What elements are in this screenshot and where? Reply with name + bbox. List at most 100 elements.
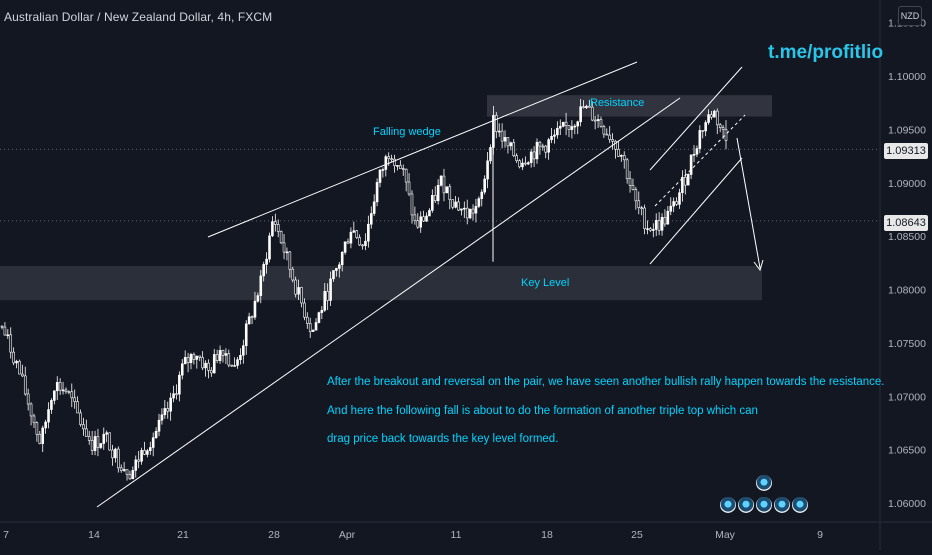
price-tick-label: 1.06000 bbox=[888, 498, 926, 510]
candle-down bbox=[26, 393, 30, 405]
time-tick-label: 28 bbox=[268, 529, 280, 541]
candle-down bbox=[85, 428, 88, 437]
candle-up bbox=[311, 329, 315, 332]
candle-down bbox=[346, 241, 350, 244]
candle-up bbox=[172, 393, 175, 399]
candle-down bbox=[221, 350, 225, 356]
candle-up bbox=[652, 229, 655, 231]
candle-up bbox=[44, 421, 47, 429]
candle-down bbox=[18, 360, 21, 375]
candle-down bbox=[657, 220, 661, 231]
candle-down bbox=[303, 302, 306, 318]
candle-down bbox=[137, 459, 140, 462]
projection-arrow-head bbox=[753, 259, 764, 272]
candle-up bbox=[570, 126, 574, 130]
candle-up bbox=[256, 295, 260, 302]
candle-up bbox=[212, 354, 216, 374]
candle-up bbox=[317, 312, 321, 323]
price-tick-label: 1.10000 bbox=[888, 71, 926, 83]
candle-up bbox=[343, 241, 347, 253]
candle-down bbox=[355, 230, 359, 238]
candle-up bbox=[233, 365, 236, 367]
candle-up bbox=[320, 309, 324, 313]
candle-down bbox=[119, 467, 123, 471]
candle-up bbox=[332, 270, 335, 280]
candle-up bbox=[253, 300, 257, 318]
candle-down bbox=[96, 436, 100, 448]
candle-down bbox=[291, 268, 295, 281]
candle-up bbox=[620, 155, 623, 157]
candle-up bbox=[218, 350, 222, 361]
boost-icon[interactable] bbox=[774, 497, 790, 513]
candle-down bbox=[413, 214, 417, 222]
candle-up bbox=[122, 469, 126, 471]
candle-down bbox=[192, 354, 196, 360]
zones bbox=[0, 95, 772, 301]
candle-down bbox=[306, 316, 309, 324]
boost-icon[interactable] bbox=[756, 475, 772, 491]
candle-up bbox=[134, 459, 138, 471]
boost-icon[interactable] bbox=[792, 497, 808, 513]
candle-up bbox=[61, 389, 65, 392]
candle-down bbox=[227, 353, 231, 366]
candle-up bbox=[367, 223, 370, 242]
candle-down bbox=[361, 244, 364, 247]
candle-down bbox=[590, 106, 594, 121]
candle-down bbox=[90, 440, 94, 451]
candle-down bbox=[210, 370, 213, 374]
candle-up bbox=[151, 437, 155, 448]
candle-up bbox=[480, 191, 484, 199]
price-tick-label: 1.07000 bbox=[888, 391, 926, 403]
candle-up bbox=[259, 275, 263, 296]
candle-down bbox=[544, 145, 548, 153]
candle-down bbox=[448, 186, 452, 200]
candle-down bbox=[611, 139, 614, 142]
candle-up bbox=[666, 210, 670, 225]
candle-up bbox=[445, 186, 449, 194]
candle-up bbox=[654, 220, 658, 230]
candle-down bbox=[82, 424, 85, 430]
candle-up bbox=[268, 235, 271, 260]
analysis-note-line-3: drag price back towards the key level fo… bbox=[327, 433, 559, 445]
candle-down bbox=[599, 119, 603, 127]
candle-up bbox=[352, 230, 356, 233]
candle-down bbox=[230, 364, 234, 367]
boost-icon[interactable] bbox=[720, 497, 736, 513]
candle-down bbox=[64, 389, 68, 392]
boost-icon[interactable] bbox=[756, 497, 772, 513]
candle-down bbox=[387, 156, 391, 159]
time-tick-label: 25 bbox=[631, 529, 643, 541]
candle-down bbox=[111, 449, 114, 459]
price-tick-label: 1.09500 bbox=[888, 124, 926, 136]
candle-up bbox=[692, 153, 696, 156]
candle-up bbox=[242, 345, 245, 356]
candle-down bbox=[532, 151, 536, 160]
candle-down bbox=[108, 432, 111, 451]
candle-up bbox=[314, 322, 318, 331]
candle-up bbox=[556, 127, 559, 136]
candle-up bbox=[573, 125, 577, 128]
candle-up bbox=[497, 130, 501, 133]
currency-badge[interactable]: NZD bbox=[898, 6, 922, 26]
candle-down bbox=[38, 434, 42, 444]
candle-down bbox=[288, 251, 292, 270]
candle-up bbox=[431, 195, 434, 211]
candle-up bbox=[381, 169, 385, 171]
candle-up bbox=[114, 448, 117, 459]
candle-up bbox=[713, 110, 716, 118]
key-level-label: Key Level bbox=[521, 277, 570, 289]
falling-wedge-label: Falling wedge bbox=[373, 126, 441, 138]
candle-up bbox=[329, 278, 332, 301]
boost-icon[interactable] bbox=[738, 497, 754, 513]
candle-down bbox=[410, 193, 414, 216]
candle-down bbox=[640, 207, 643, 209]
candle-up bbox=[454, 201, 457, 208]
candle-down bbox=[643, 207, 646, 230]
candle-down bbox=[465, 207, 469, 219]
candle-down bbox=[198, 355, 202, 358]
candle-up bbox=[535, 141, 539, 160]
trend-drawings bbox=[96, 61, 764, 508]
candle-down bbox=[143, 450, 146, 455]
